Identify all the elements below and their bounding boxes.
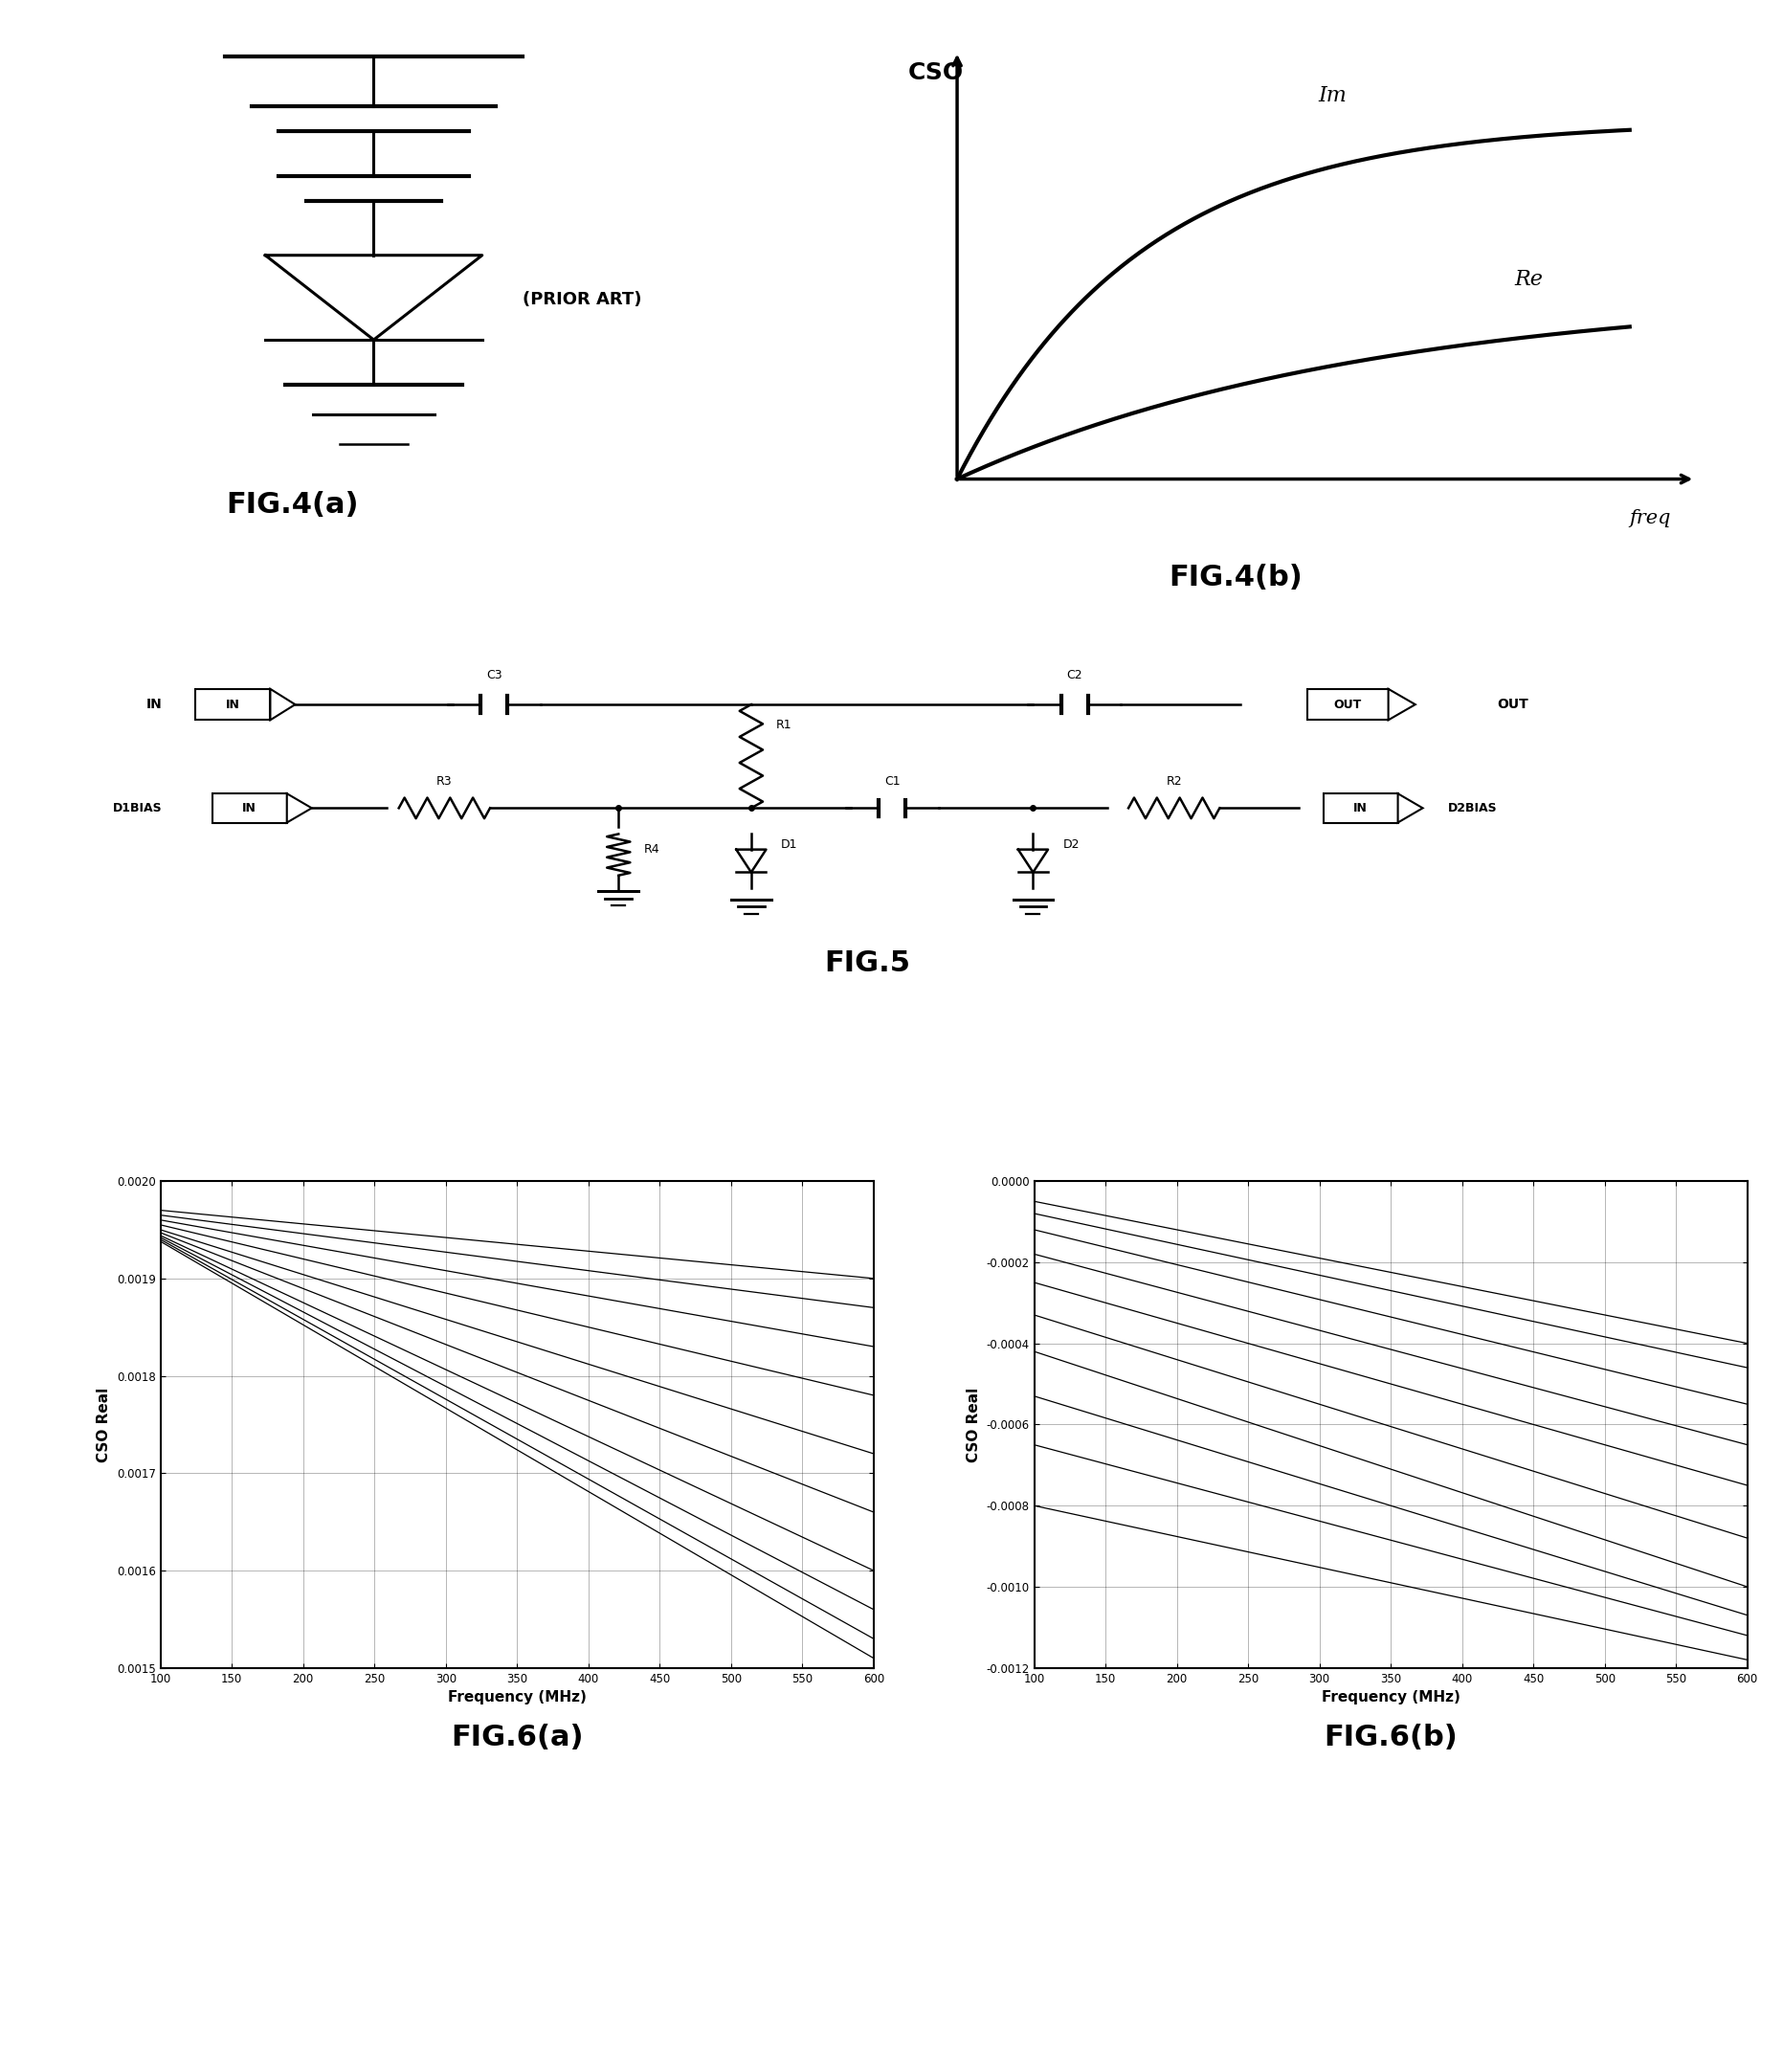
Text: FIG.6(a): FIG.6(a) [451,1724,583,1751]
Text: C3: C3 [487,669,503,682]
Text: FIG.4(a): FIG.4(a) [226,491,358,518]
Text: Im: Im [1318,85,1346,106]
Polygon shape [287,794,312,823]
Text: IN: IN [226,698,241,711]
Polygon shape [1398,794,1423,823]
Text: FIG.6(b): FIG.6(b) [1323,1724,1458,1751]
Text: D2: D2 [1063,837,1080,852]
Text: IN: IN [146,698,162,711]
Text: R3: R3 [437,775,453,787]
Text: C2: C2 [1066,669,1082,682]
Text: OUT: OUT [1334,698,1362,711]
Bar [212,794,287,823]
Text: R1: R1 [776,719,792,731]
Text: D1: D1 [781,837,797,852]
Text: IN: IN [1353,802,1368,814]
Text: R2: R2 [1166,775,1182,787]
Polygon shape [1389,690,1416,721]
Bar [1323,794,1398,823]
Text: FIG.4(b): FIG.4(b) [1170,564,1303,591]
Text: FIG.5: FIG.5 [824,949,911,978]
X-axis label: Frequency (MHz): Frequency (MHz) [448,1691,587,1705]
Bar [1307,690,1389,721]
Text: D2BIAS: D2BIAS [1448,802,1498,814]
Text: (PRIOR ART): (PRIOR ART) [522,292,642,309]
Bar [196,690,271,721]
Text: D1BIAS: D1BIAS [112,802,162,814]
Text: Re: Re [1516,269,1544,290]
Y-axis label: CSO Real: CSO Real [96,1386,111,1463]
Text: OUT: OUT [1498,698,1528,711]
Text: IN: IN [242,802,257,814]
Text: freq: freq [1630,510,1671,526]
X-axis label: Frequency (MHz): Frequency (MHz) [1321,1691,1460,1705]
Text: C1: C1 [884,775,900,787]
Text: CSO: CSO [908,62,963,85]
Y-axis label: CSO Real: CSO Real [966,1386,981,1463]
Text: R4: R4 [644,843,660,856]
Polygon shape [271,690,296,721]
